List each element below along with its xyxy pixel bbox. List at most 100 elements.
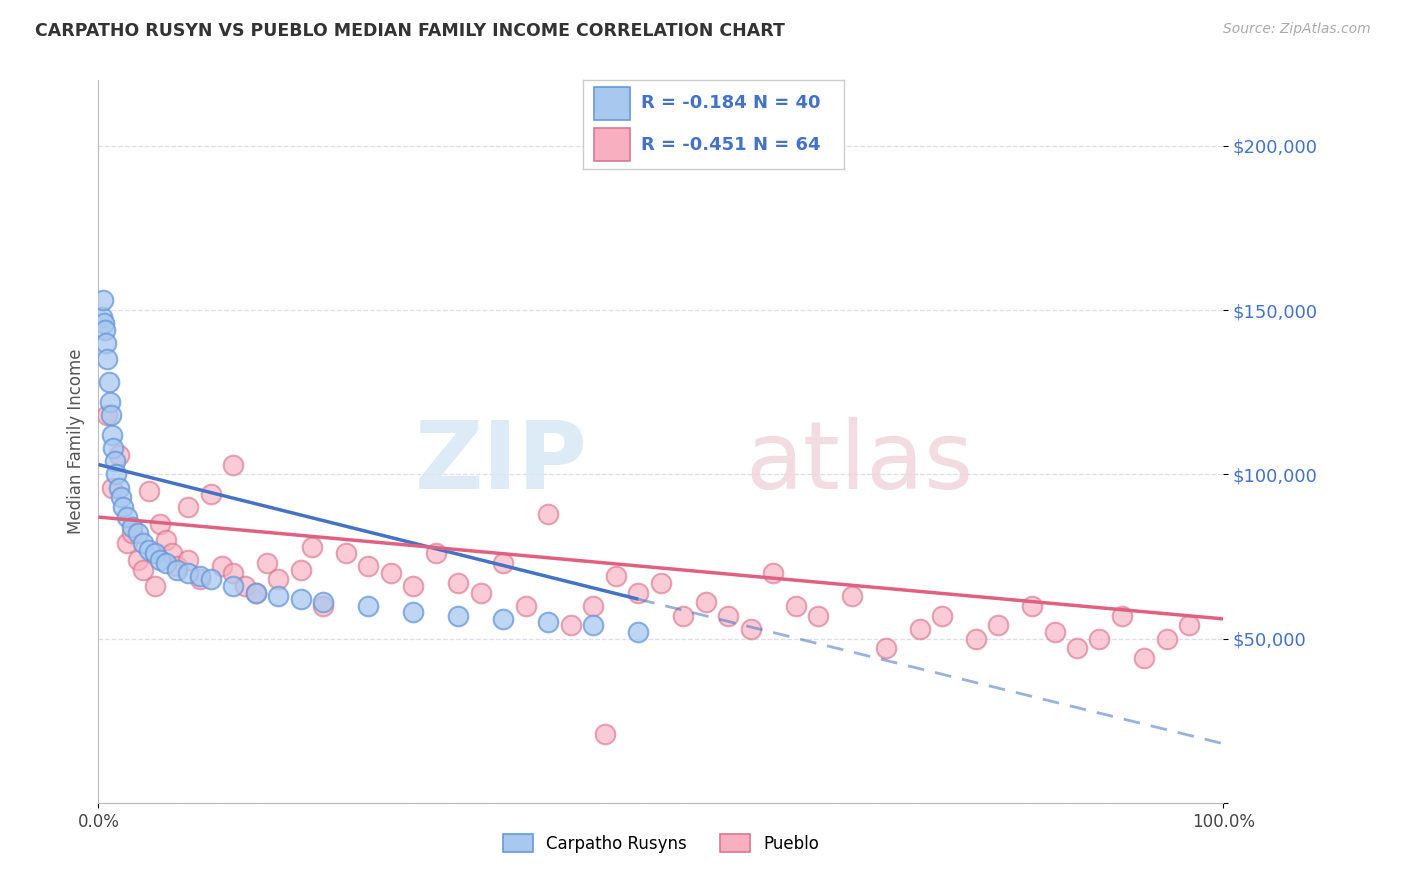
- Point: [312, 595, 335, 609]
- Point: [312, 599, 335, 613]
- Text: R = -0.184: R = -0.184: [641, 95, 747, 112]
- Point: [785, 599, 807, 613]
- Point: [127, 553, 149, 567]
- Point: [97, 376, 120, 390]
- Point: [155, 556, 177, 570]
- Point: [96, 409, 118, 423]
- Point: [425, 546, 447, 560]
- Point: [200, 487, 222, 501]
- Point: [107, 481, 129, 495]
- Point: [121, 526, 143, 541]
- Text: Source: ZipAtlas.com: Source: ZipAtlas.com: [1223, 22, 1371, 37]
- Point: [177, 553, 200, 567]
- Legend: Carpatho Rusyns, Pueblo: Carpatho Rusyns, Pueblo: [496, 828, 825, 860]
- Point: [222, 579, 245, 593]
- Point: [121, 520, 143, 534]
- Point: [188, 573, 211, 587]
- Text: N = 64: N = 64: [752, 136, 820, 153]
- Point: [105, 467, 128, 482]
- Point: [672, 608, 695, 623]
- Point: [132, 563, 155, 577]
- Point: [177, 566, 200, 580]
- Point: [965, 632, 987, 646]
- Point: [211, 559, 233, 574]
- Point: [112, 500, 135, 515]
- Text: N = 40: N = 40: [752, 95, 820, 112]
- Point: [132, 536, 155, 550]
- Point: [256, 556, 278, 570]
- Point: [138, 483, 160, 498]
- Point: [94, 323, 117, 337]
- Point: [222, 458, 245, 472]
- Point: [267, 573, 290, 587]
- Point: [1021, 599, 1043, 613]
- Text: atlas: atlas: [745, 417, 973, 509]
- Point: [101, 481, 124, 495]
- Point: [166, 563, 188, 577]
- Point: [537, 507, 560, 521]
- Point: [447, 608, 470, 623]
- Point: [166, 559, 188, 574]
- Point: [1133, 651, 1156, 665]
- Point: [841, 589, 863, 603]
- Point: [402, 579, 425, 593]
- Bar: [593, 128, 630, 161]
- Point: [762, 566, 785, 580]
- Point: [149, 553, 172, 567]
- Point: [96, 336, 118, 351]
- Point: [127, 526, 149, 541]
- Point: [335, 546, 357, 560]
- Point: [245, 585, 267, 599]
- Point: [91, 293, 114, 308]
- Point: [107, 448, 129, 462]
- Bar: [593, 87, 630, 120]
- Point: [650, 575, 672, 590]
- Point: [96, 352, 118, 367]
- Point: [93, 316, 115, 330]
- Point: [582, 599, 605, 613]
- Point: [402, 605, 425, 619]
- Point: [627, 585, 650, 599]
- Point: [115, 536, 138, 550]
- Point: [98, 395, 121, 409]
- Point: [267, 589, 290, 603]
- Point: [695, 595, 717, 609]
- Point: [222, 566, 245, 580]
- Point: [90, 310, 112, 324]
- Point: [380, 566, 402, 580]
- Point: [908, 622, 931, 636]
- Point: [357, 599, 380, 613]
- Point: [447, 575, 470, 590]
- Point: [101, 428, 124, 442]
- Point: [188, 569, 211, 583]
- Text: ZIP: ZIP: [415, 417, 588, 509]
- Point: [1043, 625, 1066, 640]
- Point: [515, 599, 537, 613]
- Text: R = -0.451: R = -0.451: [641, 136, 747, 153]
- Text: CARPATHO RUSYN VS PUEBLO MEDIAN FAMILY INCOME CORRELATION CHART: CARPATHO RUSYN VS PUEBLO MEDIAN FAMILY I…: [35, 22, 785, 40]
- Point: [740, 622, 762, 636]
- Point: [605, 569, 627, 583]
- Point: [537, 615, 560, 630]
- Point: [200, 573, 222, 587]
- Point: [357, 559, 380, 574]
- Point: [290, 563, 312, 577]
- Point: [807, 608, 830, 623]
- Point: [155, 533, 177, 547]
- Point: [115, 510, 138, 524]
- Point: [987, 618, 1010, 632]
- Point: [560, 618, 582, 632]
- Point: [245, 585, 267, 599]
- Point: [290, 592, 312, 607]
- Point: [875, 641, 897, 656]
- Point: [1066, 641, 1088, 656]
- Point: [582, 618, 605, 632]
- Point: [1178, 618, 1201, 632]
- Y-axis label: Median Family Income: Median Family Income: [66, 349, 84, 534]
- Point: [492, 612, 515, 626]
- Point: [1088, 632, 1111, 646]
- Point: [149, 516, 172, 531]
- Point: [138, 542, 160, 557]
- Point: [931, 608, 953, 623]
- Point: [593, 727, 616, 741]
